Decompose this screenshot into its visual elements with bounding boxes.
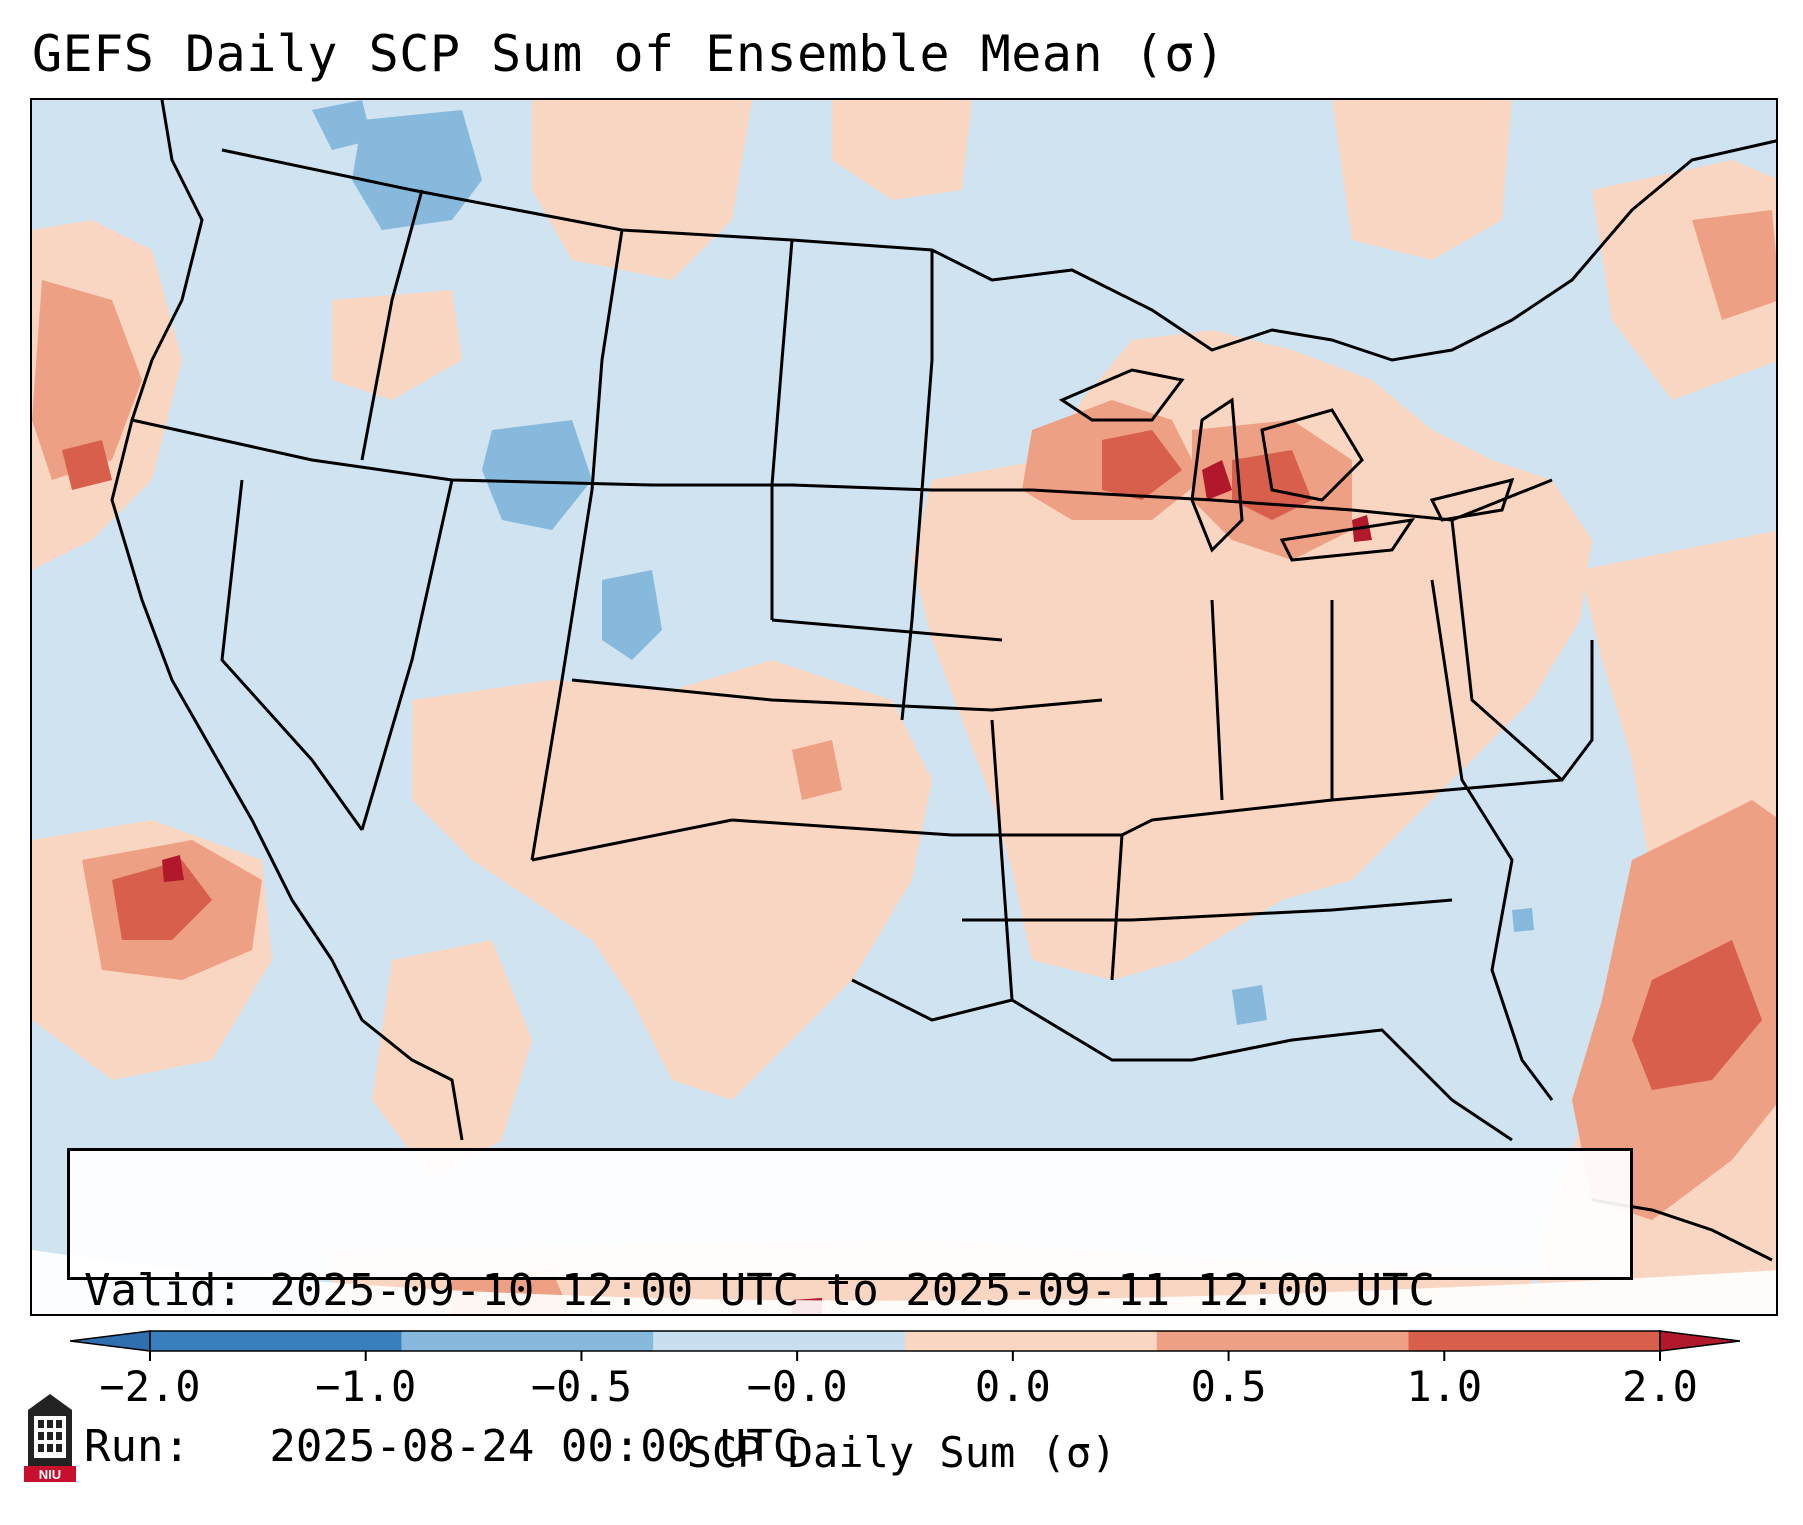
colorbar-tick-label: 0.5: [1190, 1362, 1267, 1411]
great-lakes: [1058, 368, 1515, 562]
colorbar-bin: [905, 1331, 1157, 1351]
colorbar-bin: [653, 1331, 905, 1351]
colorbar: [70, 1330, 1740, 1361]
state-boundaries: [110, 100, 1776, 1142]
map-title: GEFS Daily SCP Sum of Ensemble Mean (σ): [32, 25, 1226, 83]
colorbar-tick-label: −0.5: [530, 1362, 632, 1411]
colorbar-bin: [1408, 1331, 1660, 1351]
colorbar-tick-label: −1.0: [315, 1362, 417, 1411]
colorbar-under-arrow: [70, 1330, 151, 1352]
niu-logo-text: NIU: [39, 1467, 61, 1482]
projection-edge: [32, 1250, 1776, 1314]
colorbar-bin: [150, 1331, 402, 1351]
valid-run-info-box: Valid: 2025-09-10 12:00 UTC to 2025-09-1…: [67, 1148, 1633, 1472]
scp-anomaly-map: [32, 100, 1776, 1314]
colorbar-label: SCP Daily Sum (σ): [686, 1428, 1117, 1477]
negative-anomaly-regions: [312, 100, 1534, 1025]
colorbar-tick-label: 2.0: [1622, 1362, 1698, 1411]
run-time-text: Run: 2025-08-24 00:00 UTC: [84, 1421, 800, 1472]
colorbar-bin: [1156, 1331, 1409, 1351]
map-panel: [30, 98, 1778, 1316]
colorbar-tick-label: −0.0: [746, 1362, 848, 1411]
valid-time-text: Valid: 2025-09-10 12:00 UTC to 2025-09-1…: [84, 1265, 1436, 1316]
niu-tower-icon: NIU: [24, 1394, 76, 1482]
colorbar-tick-label: 0.0: [974, 1362, 1051, 1411]
colorbar-bin: [401, 1331, 654, 1351]
colorbar-over-arrow: [1659, 1330, 1740, 1352]
positive-anomaly-regions: [32, 100, 1776, 1314]
colorbar-outline: [149, 1330, 1661, 1352]
colorbar-tick-label: −2.0: [99, 1362, 201, 1411]
colorbar-tick-label: 1.0: [1406, 1362, 1483, 1411]
